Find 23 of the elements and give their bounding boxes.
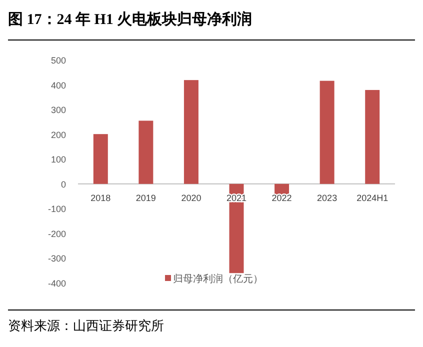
x-tick-label: 2023 [317, 192, 338, 203]
y-tick-label: -100 [48, 204, 66, 214]
legend-label: 归母净利润（亿元） [173, 273, 263, 285]
y-tick-label: -400 [48, 278, 66, 288]
y-tick-label: 300 [50, 105, 66, 116]
bar [138, 120, 154, 184]
y-tick-label: 0 [60, 179, 66, 190]
x-tick-label: 2019 [136, 192, 156, 203]
chart-title: 图 17：24 年 H1 火电板块归母净利润 [8, 10, 252, 28]
y-tick-label: -200 [48, 228, 66, 239]
text: 资料来源：山西证券研究所 [8, 318, 164, 333]
y-tick-label: 200 [50, 130, 66, 140]
y-tick-label: 100 [50, 154, 66, 165]
y-tick-label: 400 [50, 80, 66, 90]
bar [184, 80, 198, 184]
bar [93, 134, 108, 184]
bar [365, 90, 380, 184]
x-tick-label: 2018 [90, 192, 111, 203]
x-tick-label: 2024H1 [356, 192, 388, 203]
y-tick-label: 500 [50, 56, 66, 66]
x-tick-label: 2020 [181, 192, 202, 203]
y-tick-label: -300 [48, 254, 66, 264]
bar [320, 80, 334, 184]
